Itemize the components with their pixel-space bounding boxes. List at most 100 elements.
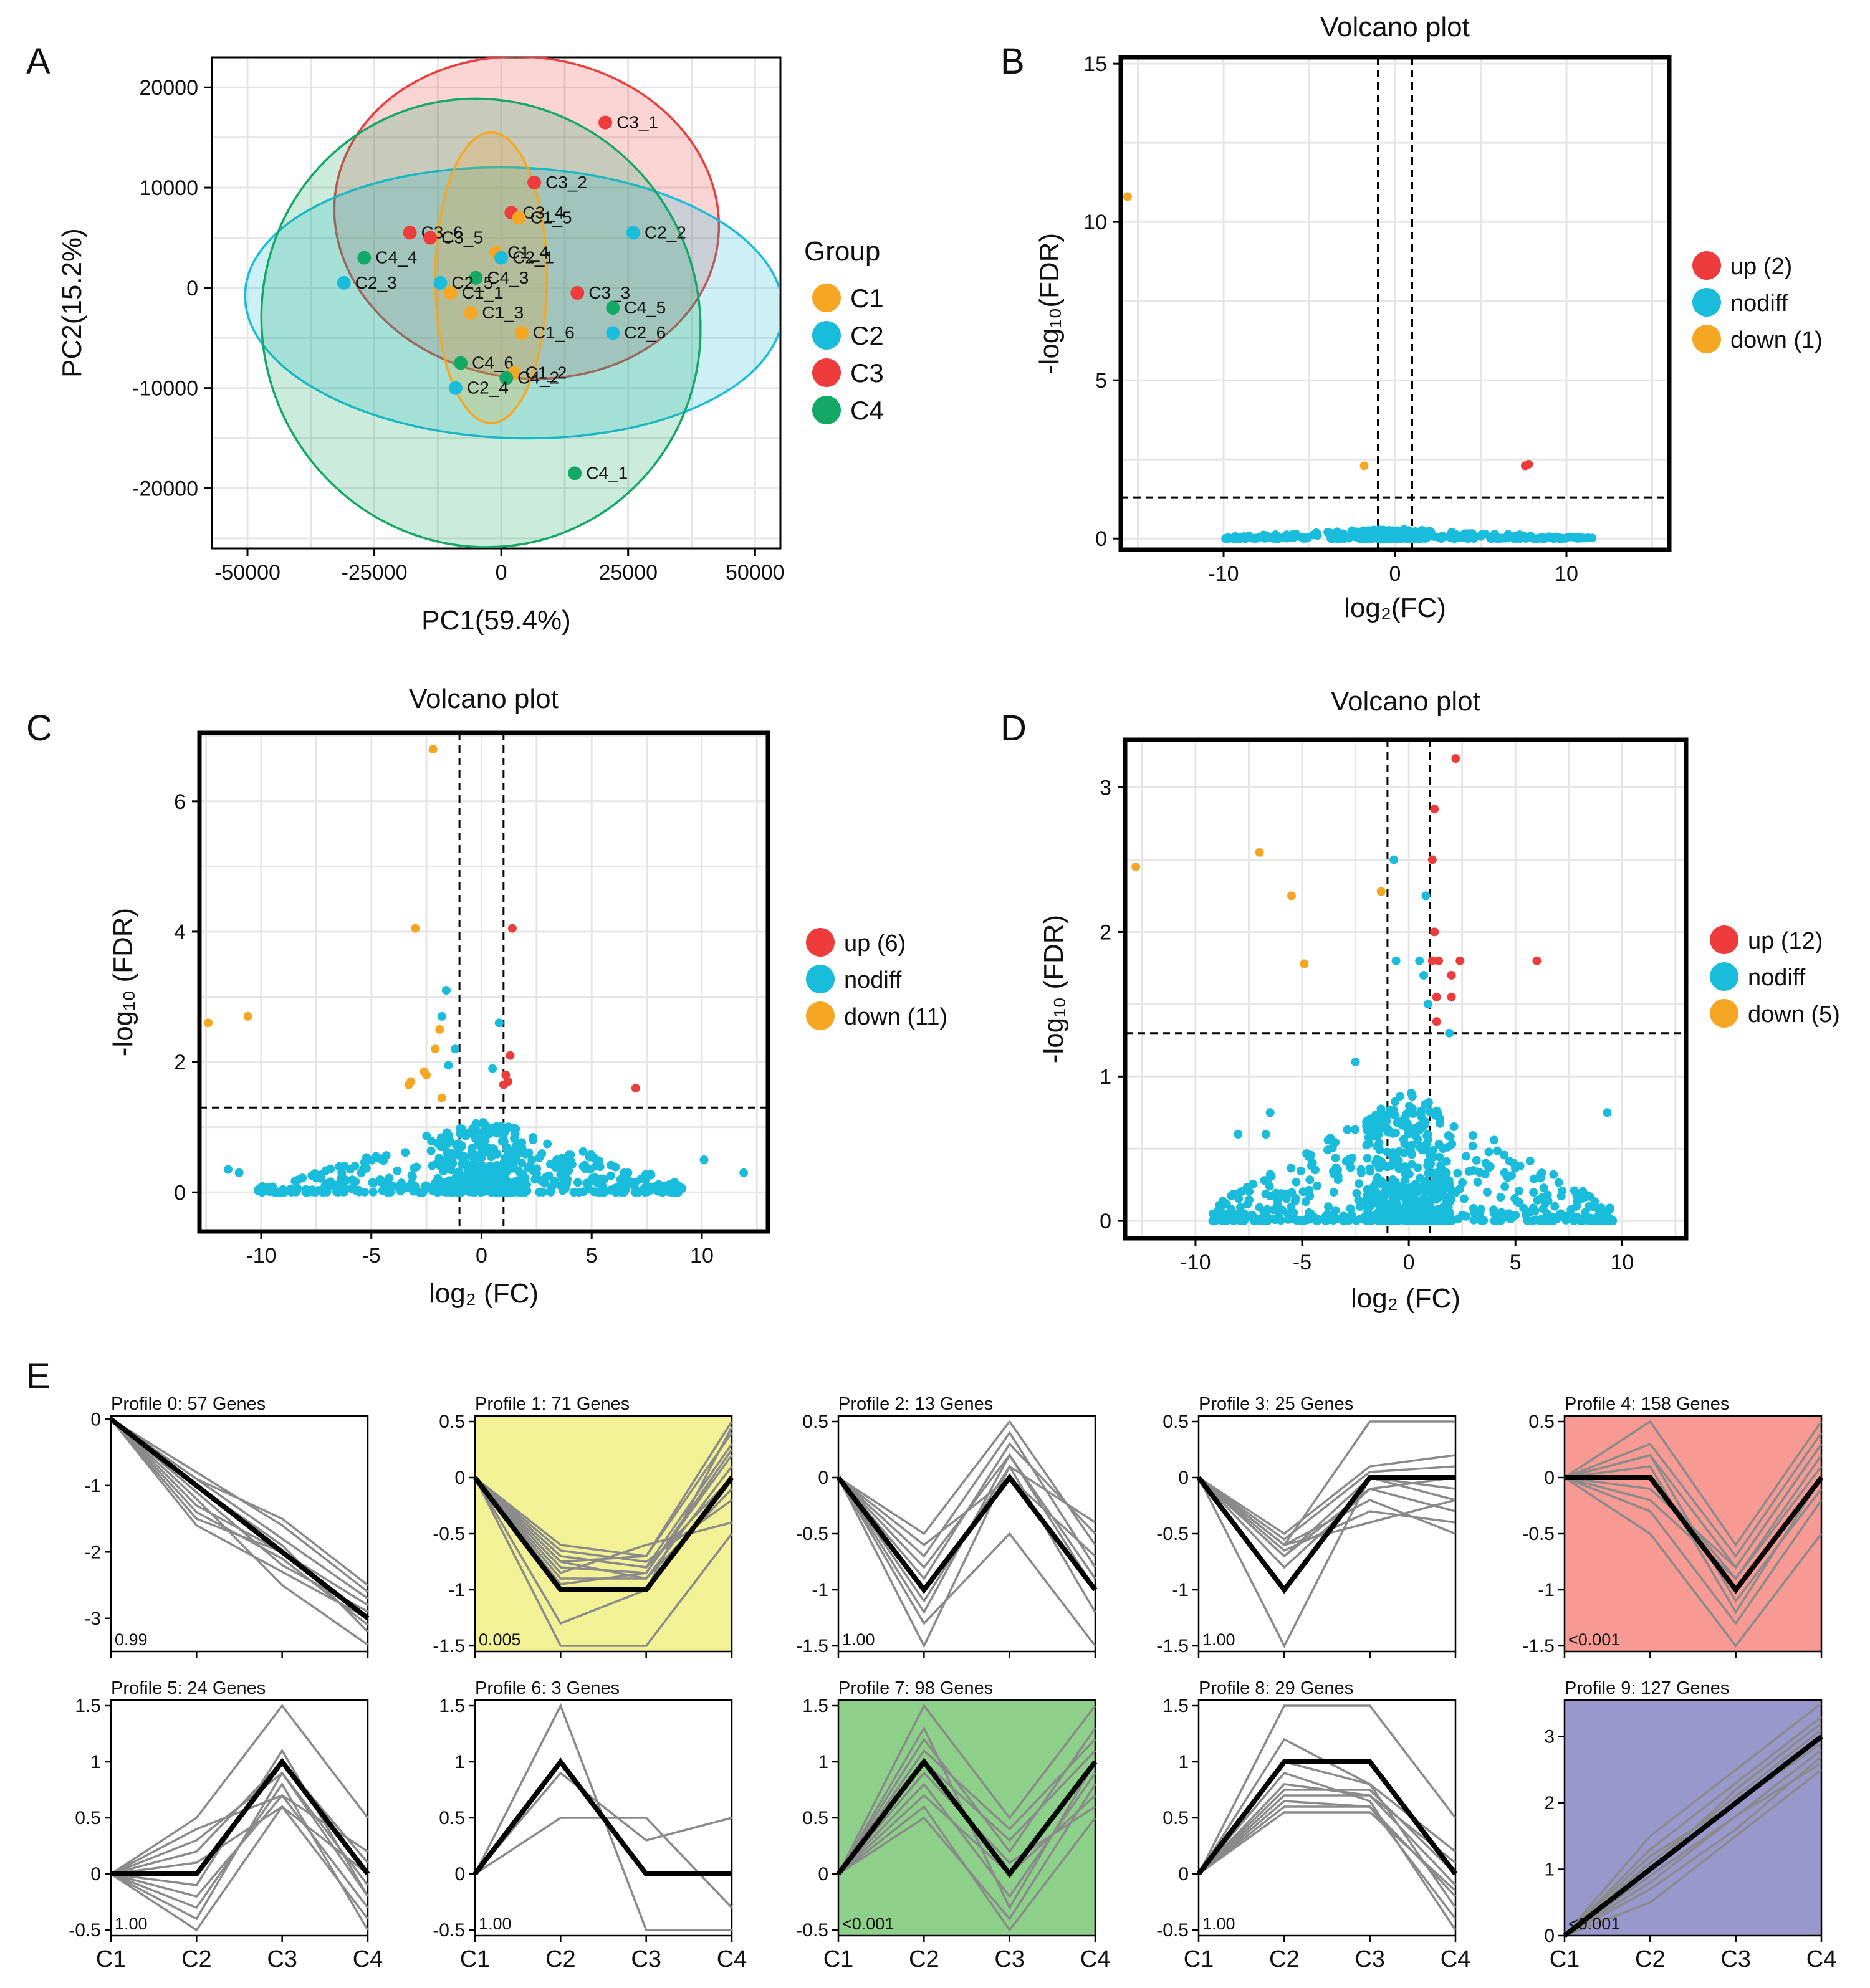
plot-border	[197, 730, 770, 1234]
point-label-C2_4: C2_4	[467, 378, 509, 398]
point-nodiff	[1260, 1176, 1269, 1185]
point-nodiff	[1570, 1216, 1579, 1226]
profile-title: Profile 4: 158 Genes	[1565, 1394, 1729, 1414]
panel-letter-B: B	[1000, 41, 1025, 82]
point-nodiff	[337, 1171, 347, 1180]
profile-panel-9: Profile 9: 127 Genes 3 2 1 0C1 C2 C3 C4 <0.001	[1544, 1678, 1836, 1972]
model-profile-line	[1563, 1734, 1823, 1938]
point-nodiff	[1552, 1214, 1561, 1223]
point-C4_3	[469, 270, 483, 285]
point-nodiff	[1416, 529, 1426, 538]
point-nodiff	[1470, 532, 1480, 542]
point-nodiff	[379, 1156, 388, 1165]
point-nodiff	[1469, 1215, 1479, 1225]
point-nodiff	[478, 1187, 487, 1197]
legend-label: nodiff	[1730, 290, 1788, 317]
chart-title: Volcano plot	[409, 684, 559, 714]
point-nodiff	[592, 1161, 601, 1170]
profile-pvalue: 1.00	[842, 1630, 875, 1649]
y-tick-label: 0	[454, 1468, 465, 1488]
x-tick-label: 0	[1403, 1251, 1415, 1274]
point-nodiff	[347, 1175, 357, 1185]
profile-pvalue: 1.00	[479, 1914, 512, 1933]
y-tick-label: -1.5	[433, 1636, 465, 1656]
point-nodiff	[1287, 1188, 1297, 1197]
point-nodiff	[1503, 1213, 1512, 1222]
x-tick-label: 10	[1555, 562, 1578, 586]
legend-swatch-C2	[812, 321, 841, 350]
point-nodiff	[597, 1187, 606, 1197]
point-nodiff	[454, 1170, 464, 1180]
point-nodiff	[428, 1161, 437, 1170]
point-nodiff	[535, 1153, 544, 1162]
point-nodiff	[1289, 532, 1298, 542]
point-nodiff	[379, 1178, 388, 1187]
point-nodiff	[1366, 1202, 1375, 1211]
point-nodiff	[1350, 1125, 1359, 1134]
point-label-C1_2: C1_2	[525, 363, 567, 383]
point-down	[1300, 959, 1309, 968]
profile-pvalue: <0.001	[1568, 1630, 1620, 1649]
y-tick-label: 0	[1100, 1210, 1111, 1233]
point-nodiff	[1389, 530, 1399, 539]
point-nodiff	[1329, 1187, 1338, 1197]
point-nodiff	[1464, 1167, 1474, 1176]
x-tick-label: 0	[1389, 562, 1401, 586]
point-nodiff	[1234, 1188, 1244, 1198]
x-axis-label: PC1(59.4%)	[421, 605, 571, 636]
y-axis-label: PC2(15.2%)	[57, 228, 87, 378]
point-nodiff	[354, 1187, 363, 1197]
point-up	[1427, 956, 1437, 965]
gene-line	[110, 1794, 368, 1875]
point-nodiff	[1494, 533, 1503, 543]
x-tick-label: C2	[1635, 1946, 1666, 1972]
point-nodiff	[369, 1178, 378, 1188]
y-tick-label: -2	[84, 1542, 101, 1562]
point-nodiff	[1554, 1178, 1563, 1187]
point-label-C2_6: C2_6	[624, 323, 666, 342]
gene-line	[1564, 1476, 1823, 1625]
point-nodiff	[1419, 970, 1429, 980]
point-nodiff	[1448, 531, 1457, 540]
panel-d-volcano: -10 -5 0 5 10 0 1 2 3 Volcano plot log₂ (FC) -log₁₀…	[1038, 686, 1840, 1314]
point-nodiff	[1218, 1216, 1227, 1226]
panel-letter-A: A	[26, 41, 50, 82]
point-nodiff	[508, 1188, 517, 1197]
point-nodiff	[1514, 1187, 1523, 1196]
point-nodiff	[467, 1144, 477, 1153]
y-tick-label: 1	[1178, 1752, 1189, 1772]
point-nodiff	[1364, 526, 1374, 535]
point-nodiff	[1422, 1131, 1432, 1140]
point-nodiff	[1529, 1174, 1538, 1183]
x-tick-label: C3	[267, 1946, 297, 1972]
gene-line	[1563, 1762, 1822, 1937]
y-tick-label: -3	[84, 1608, 101, 1629]
point-label-C3_1: C3_1	[616, 113, 658, 132]
gene-line	[1197, 1476, 1456, 1648]
gene-line	[1197, 1789, 1457, 1875]
x-tick-label: 25000	[598, 561, 658, 585]
profile-pvalue: 1.00	[1202, 1630, 1235, 1649]
point-nodiff	[1581, 1208, 1590, 1217]
point-nodiff	[1383, 1187, 1392, 1197]
point-nodiff	[1429, 1152, 1438, 1162]
legend-label: nodiff	[844, 967, 902, 993]
point-nodiff	[461, 1180, 471, 1190]
profile-pvalue: 0.99	[115, 1630, 148, 1649]
point-nodiff	[1605, 1203, 1614, 1213]
point-up	[1430, 927, 1439, 937]
x-tick-label: 0	[476, 1244, 487, 1268]
point-nodiff	[1416, 1182, 1426, 1192]
point-nodiff	[1292, 1177, 1301, 1187]
point-nodiff	[1497, 1208, 1507, 1217]
point-nodiff	[1400, 1213, 1409, 1222]
x-tick-label: -50000	[214, 561, 280, 585]
gene-line	[110, 1418, 369, 1626]
point-C4_4	[357, 251, 372, 265]
point-nodiff	[446, 1154, 455, 1163]
point-C1_5	[512, 211, 526, 225]
point-nodiff	[1312, 1216, 1321, 1226]
point-nodiff	[550, 1163, 560, 1172]
gene-line	[474, 1476, 733, 1569]
point-nodiff	[1442, 1198, 1451, 1207]
